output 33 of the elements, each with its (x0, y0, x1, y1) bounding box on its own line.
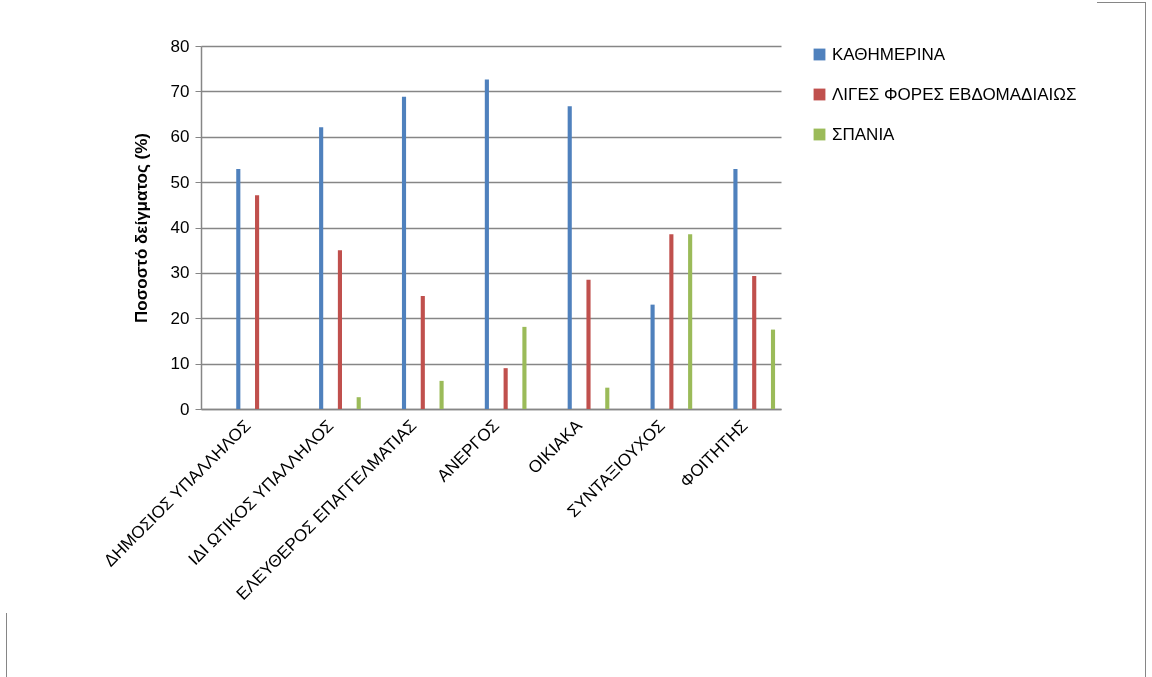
y-tick-label: 30 (170, 263, 190, 283)
bar (337, 250, 342, 409)
bar (770, 329, 776, 409)
y-tick-label: 0 (180, 399, 190, 419)
bar (650, 304, 655, 409)
y-tick-label: 50 (170, 172, 190, 192)
y-tick-label: 80 (170, 36, 190, 56)
bar (752, 276, 757, 409)
bar (484, 79, 489, 409)
bar (688, 234, 693, 409)
legend-label: ΛΙΓΕΣ ΦΟΡΕΣ ΕΒΔΟΜΑΔΙΑΙΩΣ (832, 84, 1077, 104)
y-tick-label: 10 (170, 354, 190, 374)
bar (420, 296, 425, 409)
bar (669, 234, 674, 409)
bar (255, 195, 260, 409)
y-tick-label: 20 (170, 308, 190, 328)
bar (503, 368, 508, 409)
legend-label: ΚΑΘΗΜΕΡΙΝΑ (832, 44, 946, 64)
bar (236, 168, 241, 409)
bar (522, 326, 527, 409)
y-tick-label: 70 (170, 81, 190, 101)
y-tick-label: 40 (170, 218, 190, 237)
bar (401, 96, 407, 409)
bar (319, 127, 324, 409)
bar (356, 397, 361, 409)
bar (586, 279, 591, 409)
y-axis-title: Ποσοστό δείγματος (%) (131, 133, 151, 323)
bar (605, 387, 610, 409)
legend-label: ΣΠΑΝΙΑ (832, 124, 896, 144)
bar (567, 106, 572, 409)
bar (733, 168, 738, 409)
y-tick-label: 60 (170, 127, 190, 147)
bar (439, 380, 444, 409)
